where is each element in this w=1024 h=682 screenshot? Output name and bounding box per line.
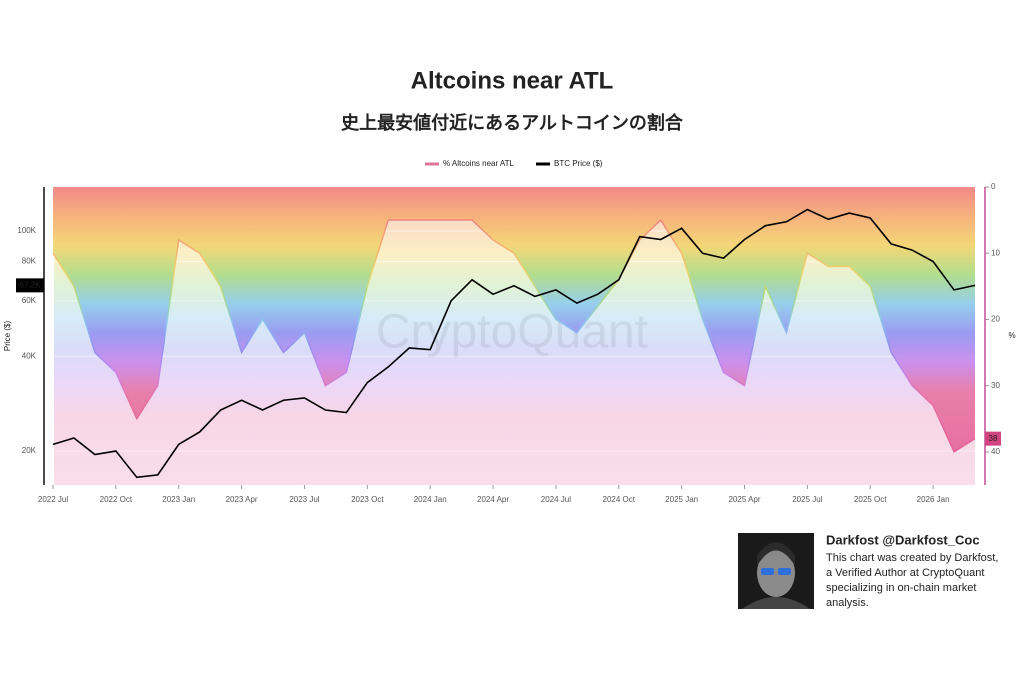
avatar-glasses — [761, 568, 774, 575]
area-line — [52, 219, 976, 453]
x-tick-label: 2024 Jan — [414, 495, 447, 504]
y-tick-label: 60K — [22, 296, 37, 305]
y-tick-label: 40K — [22, 351, 37, 360]
author-text: This chart was created by Darkfost, — [826, 552, 998, 564]
y2-axis-label: % — [1008, 331, 1015, 340]
x-tick-label: 2024 Oct — [603, 495, 636, 504]
x-tick-label: 2023 Apr — [226, 495, 258, 504]
x-tick-label: 2023 Oct — [351, 495, 384, 504]
y2-tick-label: 20 — [991, 315, 1000, 324]
legend-label: % Altcoins near ATL — [443, 159, 515, 168]
x-tick-label: 2023 Jan — [162, 495, 195, 504]
x-tick-label: 2025 Apr — [728, 495, 760, 504]
x-tick-label: 2022 Oct — [100, 495, 133, 504]
legend-label: BTC Price ($) — [554, 159, 603, 168]
x-tick-label: 2022 Jul — [38, 495, 68, 504]
x-tick-label: 2025 Jan — [665, 495, 698, 504]
value-label: 67.2K — [20, 280, 42, 289]
y2-tick-label: 0 — [991, 182, 996, 191]
author-name: Darkfost @Darkfost_Coc — [826, 532, 980, 547]
chart-title: Altcoins near ATL — [411, 67, 614, 94]
x-tick-label: 2024 Jul — [541, 495, 571, 504]
y2-tick-label: 40 — [991, 447, 1000, 456]
author-text: analysis. — [826, 597, 869, 609]
avatar-shoulders — [742, 597, 810, 609]
x-tick-label: 2024 Apr — [477, 495, 509, 504]
avatar-face — [757, 549, 795, 597]
author-card: Darkfost @Darkfost_Coc This chart was cr… — [738, 532, 998, 609]
y-tick-label: 80K — [22, 257, 37, 266]
y-tick-label: 100K — [17, 226, 36, 235]
y-axis-label: Price ($) — [3, 321, 12, 352]
author-text: specializing in on-chain market — [826, 582, 976, 594]
value-badge — [985, 431, 1001, 446]
y2-tick-label: 30 — [991, 381, 1000, 390]
price-line — [52, 208, 976, 479]
x-tick-label: 2025 Jul — [792, 495, 822, 504]
value-badge — [16, 278, 44, 293]
legend: % Altcoins near ATL BTC Price ($) — [425, 159, 603, 168]
value-label: 38 — [989, 434, 998, 443]
y-tick-label: 20K — [22, 446, 37, 455]
author-text: a Verified Author at CryptoQuant — [826, 567, 984, 579]
chart-subtitle: 史上最安値付近にあるアルトコインの割合 — [341, 112, 684, 133]
watermark: CryptoQuant — [376, 306, 648, 359]
avatar-hair — [757, 542, 795, 566]
y2-tick-label: 10 — [991, 248, 1000, 257]
x-tick-label: 2025 Oct — [854, 495, 887, 504]
x-tick-label: 2023 Jul — [289, 495, 319, 504]
avatar-glasses — [778, 568, 791, 575]
x-tick-label: 2026 Jan — [917, 495, 950, 504]
